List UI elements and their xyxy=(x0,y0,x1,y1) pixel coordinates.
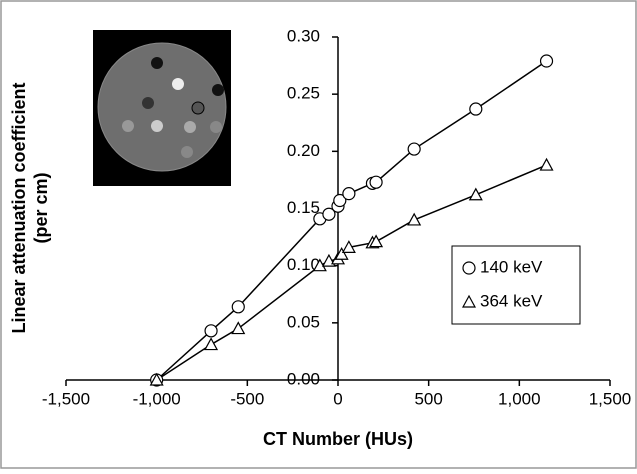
data-point xyxy=(370,176,382,188)
inset-insert xyxy=(172,78,184,90)
inset-insert xyxy=(142,97,154,109)
inset-insert xyxy=(212,84,224,96)
inset-insert xyxy=(192,102,204,114)
inset-insert xyxy=(181,146,193,158)
x-tick-label: 500 xyxy=(414,389,442,408)
y-axis-title: Linear attenuation coefficient xyxy=(9,82,29,333)
x-tick-label: 1,000 xyxy=(498,389,541,408)
x-tick-label: 1,500 xyxy=(589,389,632,408)
x-axis-title: CT Number (HUs) xyxy=(263,429,413,449)
chart: CT Number (HUs) Linear attenuation coeff… xyxy=(0,0,637,469)
y-tick-label: 0.05 xyxy=(287,312,320,331)
y-tick-label: 0.15 xyxy=(287,198,320,217)
inset-insert xyxy=(210,121,222,133)
inset-insert xyxy=(184,121,196,133)
phantom-inset xyxy=(93,30,231,186)
inset-insert xyxy=(151,120,163,132)
inset-insert xyxy=(151,57,163,69)
legend-label: 364 keV xyxy=(480,291,543,310)
data-point xyxy=(541,55,553,67)
x-tick-label: -1,500 xyxy=(42,389,90,408)
y-tick-label: 0.10 xyxy=(287,255,320,274)
legend-marker xyxy=(463,262,475,274)
y-tick-label: 0.00 xyxy=(287,369,320,388)
data-point xyxy=(470,103,482,115)
data-point xyxy=(343,188,355,200)
inset-insert xyxy=(122,120,134,132)
y-axis-title: (per cm) xyxy=(31,172,51,243)
data-point xyxy=(232,301,244,313)
x-tick-label: -500 xyxy=(230,389,264,408)
x-tick-label: -1,000 xyxy=(133,389,181,408)
data-point xyxy=(205,325,217,337)
y-tick-label: 0.25 xyxy=(287,84,320,103)
data-point xyxy=(408,143,420,155)
legend-label: 140 keV xyxy=(480,257,543,276)
y-tick-label: 0.30 xyxy=(287,26,320,45)
y-tick-label: 0.20 xyxy=(287,141,320,160)
x-tick-label: 0 xyxy=(333,389,342,408)
